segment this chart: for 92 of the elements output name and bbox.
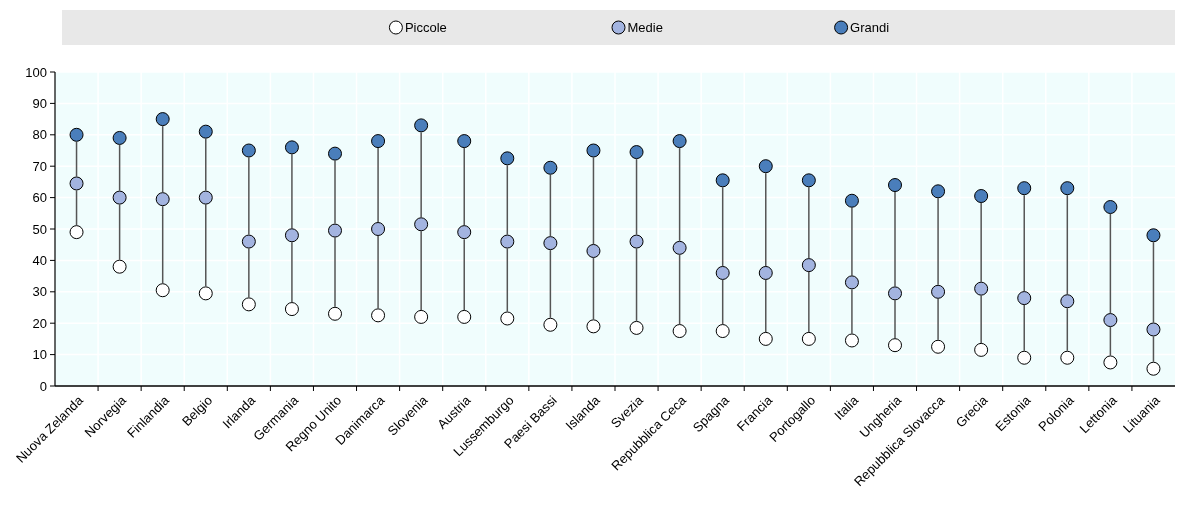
- point: [457, 309, 472, 324]
- point: [198, 190, 213, 205]
- point: [500, 234, 515, 249]
- point: [974, 189, 989, 204]
- point: [457, 225, 472, 240]
- point: [112, 190, 127, 205]
- point: [1146, 322, 1161, 337]
- legend-label: Medie: [627, 20, 663, 36]
- point: [155, 112, 170, 127]
- point: [69, 225, 84, 240]
- y-tick-label: 20: [32, 315, 47, 331]
- point: [155, 192, 170, 207]
- point: [1146, 228, 1161, 243]
- point: [974, 281, 989, 296]
- point: [672, 324, 687, 339]
- y-tick-label: 80: [32, 127, 47, 143]
- point: [1103, 355, 1118, 370]
- y-tick-label: 90: [32, 95, 47, 111]
- y-tick-label: 40: [32, 252, 47, 268]
- point: [586, 319, 601, 334]
- point: [543, 160, 558, 175]
- point: [758, 265, 773, 280]
- point: [672, 134, 687, 149]
- point: [758, 159, 773, 174]
- point: [974, 342, 989, 357]
- point: [1060, 350, 1075, 365]
- point: [1017, 181, 1032, 196]
- legend-label: Piccole: [404, 20, 447, 36]
- point: [241, 143, 256, 158]
- point: [801, 258, 816, 273]
- point: [801, 173, 816, 188]
- point: [371, 134, 386, 149]
- point: [328, 306, 342, 321]
- point: [715, 324, 730, 339]
- point: [844, 193, 859, 208]
- point: [672, 240, 687, 255]
- point: [1146, 361, 1161, 376]
- point: [758, 331, 773, 346]
- point: [414, 217, 429, 232]
- point: [715, 173, 730, 188]
- point: [328, 146, 342, 161]
- point: [414, 309, 429, 324]
- point: [112, 259, 127, 274]
- point: [241, 234, 256, 249]
- point: [500, 311, 515, 326]
- point: [629, 234, 644, 249]
- point: [371, 308, 386, 323]
- point: [586, 243, 601, 258]
- point: [1017, 291, 1032, 306]
- point: [543, 236, 558, 251]
- point: [586, 143, 601, 158]
- point: [629, 320, 644, 335]
- point: [888, 338, 902, 353]
- point: [284, 228, 299, 243]
- y-tick-label: 70: [32, 158, 47, 174]
- point: [1060, 181, 1075, 196]
- point: [931, 284, 946, 299]
- point: [155, 283, 170, 298]
- point: [1103, 313, 1118, 328]
- point: [931, 184, 946, 199]
- point: [414, 118, 429, 133]
- point: [198, 286, 213, 301]
- point: [888, 178, 902, 193]
- point: [1103, 200, 1118, 215]
- point: [931, 339, 946, 354]
- point: [112, 130, 127, 145]
- point: [284, 140, 299, 155]
- point: [801, 331, 816, 346]
- point: [1060, 294, 1075, 309]
- point: [715, 265, 730, 280]
- point: [371, 222, 386, 236]
- y-tick-label: 10: [32, 347, 47, 363]
- point: [69, 176, 84, 191]
- point: [457, 134, 472, 149]
- y-tick-label: 50: [32, 221, 47, 237]
- y-tick-label: 0: [39, 378, 47, 394]
- point: [543, 317, 558, 332]
- y-tick-label: 60: [32, 190, 47, 206]
- point: [328, 223, 342, 238]
- point: [629, 145, 644, 160]
- point: [284, 302, 299, 317]
- point: [500, 151, 515, 166]
- legend-label: Grandi: [850, 20, 890, 36]
- point: [69, 127, 84, 142]
- point: [844, 333, 859, 348]
- y-tick-label: 100: [25, 64, 47, 80]
- y-tick-label: 30: [32, 284, 47, 300]
- point: [241, 297, 256, 312]
- point: [888, 286, 902, 301]
- point: [844, 275, 859, 290]
- point: [198, 124, 213, 139]
- point: [1017, 350, 1032, 365]
